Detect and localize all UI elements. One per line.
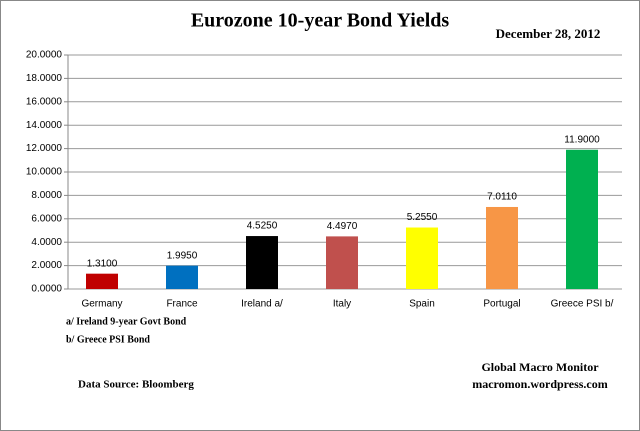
data-label: 7.0110 — [487, 192, 517, 203]
y-tick-label: 10.0000 — [26, 167, 63, 178]
x-tick-label: Greece PSI b/ — [551, 299, 614, 310]
note: a/ Ireland 9-year Govt Bond — [66, 316, 187, 327]
x-tick-label: Italy — [333, 299, 351, 310]
y-tick-label: 4.0000 — [31, 237, 62, 248]
x-tick-label: Ireland a/ — [241, 299, 283, 310]
credit: Global Macro Monitor — [481, 360, 599, 374]
y-tick-label: 8.0000 — [31, 190, 62, 201]
y-tick-label: 12.0000 — [26, 143, 63, 154]
x-tick-label: France — [166, 299, 198, 310]
bar — [406, 227, 438, 289]
data-label: 1.3100 — [87, 258, 118, 269]
bar — [326, 236, 358, 289]
y-tick-label: 6.0000 — [31, 213, 62, 224]
x-tick-label: Spain — [409, 299, 435, 310]
bar — [486, 206, 518, 289]
y-tick-label: 2.0000 — [31, 260, 62, 271]
y-tick-label: 0.0000 — [31, 284, 62, 295]
credit: macromon.wordpress.com — [472, 377, 608, 391]
x-tick-label: Germany — [81, 299, 122, 310]
chart-subtitle: December 28, 2012 — [496, 26, 601, 41]
data-label: 5.2550 — [407, 212, 438, 223]
source: Data Source: Bloomberg — [78, 379, 194, 391]
bar — [166, 265, 198, 289]
bar — [86, 273, 118, 289]
bar — [566, 149, 598, 289]
data-label: 4.5250 — [247, 221, 278, 232]
y-tick-label: 18.0000 — [26, 73, 63, 84]
data-label: 4.4970 — [327, 221, 358, 232]
y-tick-label: 16.0000 — [26, 96, 63, 107]
note: b/ Greece PSI Bond — [66, 334, 150, 345]
data-label: 1.9950 — [167, 250, 198, 261]
data-label: 11.9000 — [564, 134, 600, 145]
chart-title: Eurozone 10-year Bond Yields — [191, 10, 450, 32]
y-tick-label: 14.0000 — [26, 120, 63, 131]
bar — [246, 236, 278, 289]
y-tick-label: 20.0000 — [26, 50, 63, 61]
x-tick-label: Portugal — [483, 299, 520, 310]
